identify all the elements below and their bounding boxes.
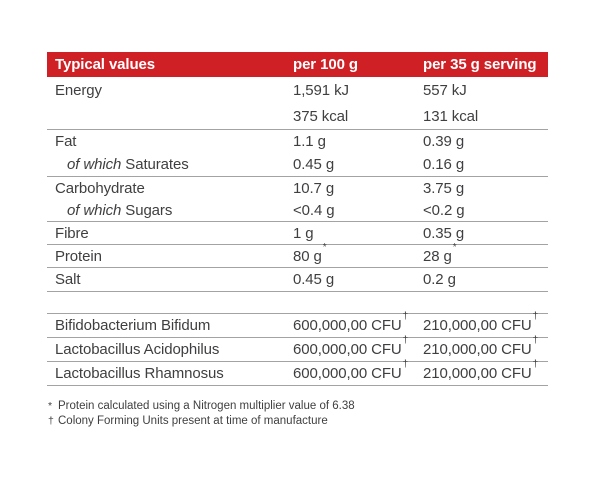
table-body-probiotics: Bifidobacterium Bifidum 600,000,00 CFU† 21… [47,311,548,386]
row-value: 0.39 g [423,133,465,150]
row-value: 210,000,00 CFU† [423,359,539,383]
row-label: of which Saturates [67,156,189,173]
dagger-marker: † [532,311,539,322]
header-col-per-35g-serving: per 35 g serving [423,56,537,73]
row-value: 3.75 g [423,179,465,197]
table-section: Bifidobacterium Bifidum 600,000,00 CFU† 21… [47,311,548,338]
table-section: Salt 0.45 g 0.2 g [47,268,548,292]
footnote-protein: * Protein calculated using a Nitrogen mu… [48,399,355,414]
row-value: 0.45 g [293,156,335,173]
asterisk-marker: * [452,241,457,253]
table-row: Fibre 1 g 0.35 g [47,222,548,244]
row-label: Energy [55,81,102,99]
row-label-italic-prefix: of which [67,156,126,173]
table-section-gap [47,292,548,313]
row-label: Bifidobacterium Bifidum [55,317,211,334]
row-value: 557 kJ [423,81,467,99]
row-label: of which Sugars [67,201,173,219]
footnotes: * Protein calculated using a Nitrogen mu… [48,399,355,429]
asterisk-marker: * [322,241,327,253]
header-col-typical-values: Typical values [55,56,156,73]
row-label: Fibre [55,224,89,242]
table-row: Protein 80 g* 28 g* [47,241,548,267]
footnote-text: Colony Forming Units present at time of … [58,415,328,427]
asterisk-marker: * [48,400,53,412]
row-value: <0.4 g [293,201,335,219]
table-section: Lactobacillus Acidophilus 600,000,00 CFU†… [47,335,548,362]
table-row: 375 kcal 131 kcal [47,103,548,129]
table-row: Energy 1,591 kJ 557 kJ [47,77,548,103]
table-section: Fat 1.1 g 0.39 g of which Saturates 0.45 g 0.… [47,130,548,177]
dagger-marker: † [532,359,539,370]
table-section: Protein 80 g* 28 g* [47,241,548,268]
table-row: Salt 0.45 g 0.2 g [47,268,548,291]
table-row: Fat 1.1 g 0.39 g [47,130,548,153]
row-label: Lactobacillus Acidophilus [55,341,220,358]
row-value: <0.2 g [423,201,465,219]
row-label: Fat [55,133,77,150]
row-label: Protein [55,247,102,265]
table-row: of which Sugars <0.4 g <0.2 g [47,199,548,221]
table-section: Energy 1,591 kJ 557 kJ 375 kcal 131 kcal [47,77,548,130]
header-col-per-100g: per 100 g [293,56,358,73]
table-section: Carbohydrate 10.7 g 3.75 g of which Sugars <… [47,177,548,222]
row-value: 80 g* [293,241,327,265]
footnote-cfu: † Colony Forming Units present at time o… [48,414,355,429]
row-value: 1,591 kJ [293,81,349,99]
row-value: 0.2 g [423,271,456,288]
row-value: 600,000,00 CFU† [293,359,409,383]
dagger-marker: † [532,335,539,346]
row-label: Carbohydrate [55,179,145,197]
table-body-nutrients: Energy 1,591 kJ 557 kJ 375 kcal 131 kcal Fat 1… [47,77,548,292]
table-header: Typical values per 100 g per 35 g servin… [47,52,548,77]
row-value: 131 kcal [423,107,479,125]
table-row: Lactobacillus Rhamnosus 600,000,00 CFU† 21… [47,359,548,385]
table-row: Bifidobacterium Bifidum 600,000,00 CFU† 21… [47,311,548,337]
table-section: Lactobacillus Rhamnosus 600,000,00 CFU† 21… [47,359,548,386]
row-value: 1.1 g [293,133,326,150]
row-label: Lactobacillus Rhamnosus [55,365,224,382]
table-row: Lactobacillus Acidophilus 600,000,00 CFU†… [47,335,548,361]
row-value: 0.16 g [423,156,465,173]
row-value: 28 g* [423,241,457,265]
row-value: 0.45 g [293,271,335,288]
row-label-italic-prefix: of which [67,201,126,219]
table-section: Fibre 1 g 0.35 g [47,222,548,245]
dagger-marker: † [402,359,409,370]
row-label: Salt [55,271,81,288]
table-row: of which Saturates 0.45 g 0.16 g [47,153,548,176]
row-value: 0.35 g [423,224,465,242]
dagger-marker: † [402,335,409,346]
table-row: Carbohydrate 10.7 g 3.75 g [47,177,548,199]
row-value: 10.7 g [293,179,335,197]
dagger-marker: † [48,415,54,427]
dagger-marker: † [402,311,409,322]
row-value: 600,000,00 CFU† [293,335,409,359]
row-value: 375 kcal [293,107,349,125]
row-value: 1 g [293,224,314,242]
nutrition-table: Typical values per 100 g per 35 g servin… [47,52,548,386]
footnote-text: Protein calculated using a Nitrogen mult… [58,400,355,412]
row-value: 210,000,00 CFU† [423,335,539,359]
row-value: 210,000,00 CFU† [423,311,539,335]
row-value: 600,000,00 CFU† [293,311,409,335]
